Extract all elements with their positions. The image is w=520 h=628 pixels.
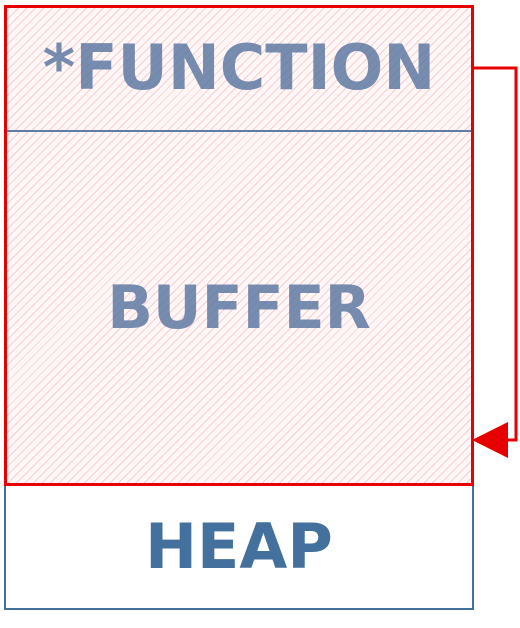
heap-block: HEAP [4,484,474,610]
heap-label: HEAP [145,510,333,583]
overflow-arrow-path [472,66,518,458]
block-divider [4,130,474,132]
function-pointer-label: *FUNCTION [42,31,436,104]
buffer-label: BUFFER [107,273,371,343]
function-pointer-block: *FUNCTION [4,5,474,131]
buffer-block: BUFFER [4,130,474,486]
